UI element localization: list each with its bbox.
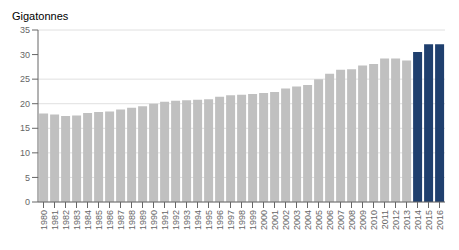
svg-text:2004: 2004 [303, 210, 313, 230]
svg-text:1980: 1980 [39, 210, 49, 230]
svg-text:1994: 1994 [193, 210, 203, 230]
svg-text:2002: 2002 [281, 210, 291, 230]
svg-text:1988: 1988 [127, 210, 137, 230]
svg-text:2012: 2012 [391, 210, 401, 230]
svg-text:1985: 1985 [94, 210, 104, 230]
svg-text:30: 30 [20, 50, 30, 60]
svg-text:15: 15 [20, 123, 30, 133]
svg-text:2005: 2005 [314, 210, 324, 230]
svg-text:2015: 2015 [424, 210, 434, 230]
svg-text:2014: 2014 [413, 210, 423, 230]
svg-text:1995: 1995 [204, 210, 214, 230]
svg-text:2006: 2006 [325, 210, 335, 230]
svg-text:2009: 2009 [358, 210, 368, 230]
svg-text:35: 35 [20, 25, 30, 35]
svg-text:1982: 1982 [61, 210, 71, 230]
html-text:Gigatonnes: Gigatonnes [12, 10, 69, 22]
svg-text:2007: 2007 [336, 210, 346, 230]
svg-text:0: 0 [25, 197, 30, 207]
svg-text:2000: 2000 [259, 210, 269, 230]
svg-text:2008: 2008 [347, 210, 357, 230]
svg-text:2003: 2003 [292, 210, 302, 230]
svg-text:20: 20 [20, 99, 30, 109]
svg-text:10: 10 [20, 148, 30, 158]
svg-text:2013: 2013 [402, 210, 412, 230]
svg-text:1993: 1993 [182, 210, 192, 230]
svg-text:2011: 2011 [380, 210, 390, 229]
svg-text:25: 25 [20, 74, 30, 84]
svg-text:1989: 1989 [138, 210, 148, 230]
svg-text:1990: 1990 [149, 210, 159, 230]
svg-text:2001: 2001 [270, 210, 280, 230]
svg-text:1997: 1997 [226, 210, 236, 230]
svg-text:1984: 1984 [83, 210, 93, 230]
svg-text:2016: 2016 [435, 210, 445, 230]
svg-text:1998: 1998 [237, 210, 247, 230]
svg-text:5: 5 [25, 173, 30, 183]
svg-text:1992: 1992 [171, 210, 181, 230]
svg-text:1987: 1987 [116, 210, 126, 230]
svg-text:1999: 1999 [248, 210, 258, 230]
svg-text:1981: 1981 [50, 210, 60, 230]
svg-text:1983: 1983 [72, 210, 82, 230]
svg-text:1996: 1996 [215, 210, 225, 230]
svg-text:1991: 1991 [160, 210, 170, 230]
svg-text:1986: 1986 [105, 210, 115, 230]
svg-text:2010: 2010 [369, 210, 379, 230]
